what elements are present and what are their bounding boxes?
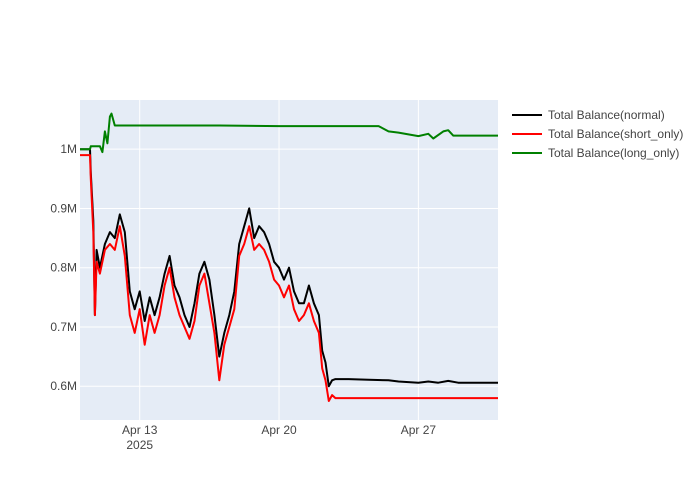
y-tick-label: 0.7M bbox=[50, 320, 77, 334]
y-axis-ticks: 0.6M 0.7M 0.8M 0.9M 1M bbox=[50, 142, 77, 393]
series-line-2 bbox=[80, 112, 498, 154]
series-line-0 bbox=[80, 148, 498, 388]
legend: Total Balance(normal) Total Balance(short… bbox=[512, 108, 683, 160]
y-tick-label: 1M bbox=[60, 142, 77, 156]
legend-label-2: Total Balance(long_only) bbox=[548, 146, 679, 160]
x-tick-label: Apr 20 bbox=[261, 423, 297, 437]
legend-label-0: Total Balance(normal) bbox=[548, 108, 665, 122]
legend-label-1: Total Balance(short_only) bbox=[548, 127, 683, 141]
y-tick-label: 0.8M bbox=[50, 261, 77, 275]
series-line-1 bbox=[80, 154, 498, 402]
y-tick-label: 0.9M bbox=[50, 201, 77, 215]
x-tick-label: Apr 13 bbox=[122, 423, 158, 437]
x-tick-year-label: 2025 bbox=[126, 438, 153, 452]
y-tick-label: 0.6M bbox=[50, 379, 77, 393]
series-group bbox=[80, 112, 498, 402]
x-tick-label: Apr 27 bbox=[401, 423, 437, 437]
plot-area bbox=[80, 100, 498, 420]
